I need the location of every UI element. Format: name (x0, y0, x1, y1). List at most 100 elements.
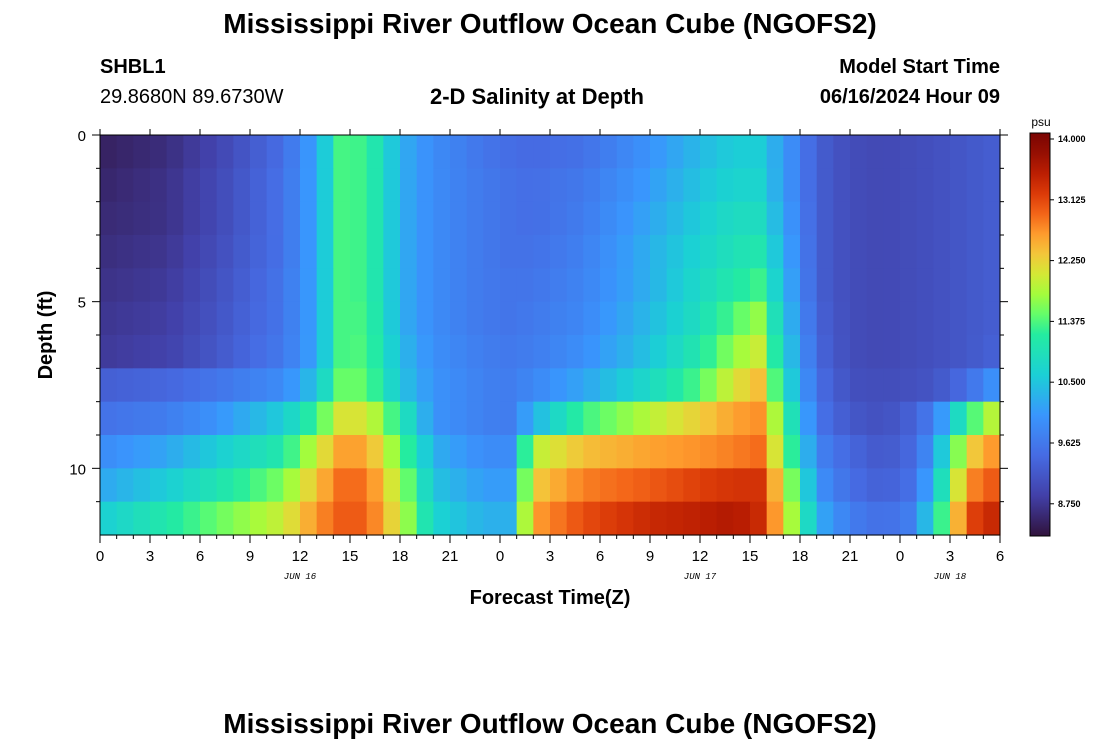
heatmap-cell (500, 168, 518, 203)
heatmap-cell (483, 368, 501, 403)
heatmap-cell (916, 435, 934, 469)
heatmap-cell (100, 401, 118, 436)
heatmap-cell (316, 435, 334, 469)
heatmap-cell (933, 401, 951, 436)
heatmap-cell (900, 201, 918, 236)
heatmap-cells (100, 135, 1001, 536)
heatmap-cell (383, 501, 401, 536)
heatmap-cell (166, 468, 184, 503)
heatmap-cell (550, 335, 568, 369)
heatmap-cell (100, 135, 118, 169)
heatmap-cell (233, 201, 251, 236)
heatmap-cell (383, 468, 401, 503)
heatmap-cell (683, 135, 701, 169)
heatmap-cell (683, 168, 701, 203)
heatmap-cell (166, 168, 184, 203)
heatmap-cell (116, 235, 134, 269)
heatmap-cell (383, 435, 401, 469)
heatmap-cell (516, 201, 534, 236)
heatmap-cell (800, 168, 818, 203)
heatmap-cell (450, 468, 468, 503)
heatmap-cell (866, 501, 884, 536)
heatmap-cell (250, 268, 268, 303)
heatmap-cell (850, 235, 868, 269)
heatmap-cell (366, 468, 384, 503)
heatmap-cell (416, 235, 434, 269)
heatmap-cell (200, 268, 218, 303)
heatmap-cell (500, 301, 518, 336)
heatmap-cell (400, 168, 418, 203)
heatmap-cell (416, 468, 434, 503)
heatmap-cell (283, 335, 301, 369)
heatmap-cell (800, 268, 818, 303)
heatmap-cell (550, 268, 568, 303)
heatmap-cell (950, 435, 968, 469)
heatmap-cell (583, 501, 601, 536)
heatmap-cell (133, 335, 151, 369)
x-tick-label: 9 (646, 548, 654, 565)
heatmap-cell (483, 435, 501, 469)
heatmap-cell (733, 335, 751, 369)
heatmap-cell (300, 468, 318, 503)
heatmap-cell (750, 468, 768, 503)
date-label: JUN 18 (934, 572, 967, 582)
heatmap-cell (833, 368, 851, 403)
heatmap-cell (250, 301, 268, 336)
heatmap-cell (133, 468, 151, 503)
heatmap-cell (150, 235, 168, 269)
heatmap-cell (433, 335, 451, 369)
heatmap-cell (633, 235, 651, 269)
heatmap-cell (983, 368, 1001, 403)
heatmap-cell (450, 435, 468, 469)
heatmap-cell (616, 268, 634, 303)
heatmap-cell (833, 501, 851, 536)
heatmap-cell (400, 501, 418, 536)
heatmap-cell (466, 301, 484, 336)
heatmap-cell (583, 468, 601, 503)
x-tick-label: 6 (996, 548, 1004, 565)
heatmap-cell (966, 135, 984, 169)
plot-subtitle: 2-D Salinity at Depth (430, 84, 644, 109)
heatmap-cell (533, 435, 551, 469)
heatmap-cell (750, 501, 768, 536)
heatmap-cell (233, 401, 251, 436)
heatmap-cell (850, 135, 868, 169)
heatmap-cell (933, 235, 951, 269)
heatmap-cell (266, 435, 284, 469)
heatmap-cell (650, 335, 668, 369)
heatmap-cell (366, 135, 384, 169)
heatmap-cell (133, 435, 151, 469)
heatmap-cell (283, 468, 301, 503)
heatmap-cell (883, 201, 901, 236)
heatmap-cell (633, 168, 651, 203)
heatmap-cell (133, 201, 151, 236)
heatmap-cell (600, 235, 618, 269)
heatmap-cell (800, 401, 818, 436)
heatmap-cell (316, 135, 334, 169)
heatmap-cell (350, 301, 368, 336)
heatmap-cell (866, 201, 884, 236)
heatmap-cell (916, 268, 934, 303)
heatmap-cell (316, 168, 334, 203)
heatmap-cell (366, 335, 384, 369)
heatmap-cell (116, 368, 134, 403)
heatmap-cell (650, 401, 668, 436)
heatmap-cell (950, 335, 968, 369)
heatmap-cell (550, 401, 568, 436)
heatmap-cell (416, 368, 434, 403)
heatmap-cell (366, 168, 384, 203)
heatmap-cell (216, 201, 234, 236)
heatmap-cell (333, 301, 351, 336)
y-tick-label: 10 (69, 461, 86, 478)
heatmap-cell (533, 468, 551, 503)
heatmap-cell (650, 201, 668, 236)
heatmap-cell (583, 168, 601, 203)
heatmap-cell (583, 135, 601, 169)
heatmap-cell (633, 335, 651, 369)
heatmap-cell (283, 501, 301, 536)
heatmap-cell (433, 201, 451, 236)
heatmap-cell (166, 301, 184, 336)
heatmap-cell (500, 201, 518, 236)
heatmap-cell (783, 168, 801, 203)
heatmap-cell (750, 168, 768, 203)
